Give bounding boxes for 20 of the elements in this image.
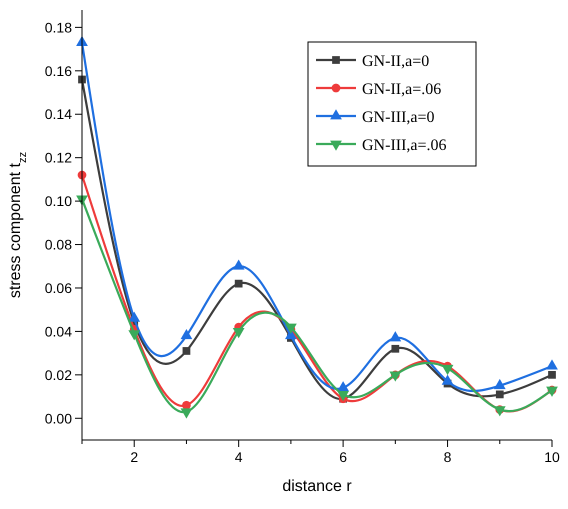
y-tick-label: 0.16 [44,62,72,79]
y-tick-label: 0.08 [44,236,72,253]
y-tick-label: 0.18 [44,19,72,36]
legend-label: GN-II,a=.06 [362,81,442,98]
legend-label: GN-III,a=0 [362,109,435,126]
y-tick-label: 0.14 [44,106,72,122]
x-axis-title: distance r [282,478,352,495]
legend-label: GN-III,a=.06 [362,137,447,154]
x-tick-label: 6 [339,449,348,465]
x-tick-label: 4 [234,449,243,465]
y-tick-label: 0.12 [44,150,72,166]
y-tick-label: 0.02 [44,366,72,383]
x-tick-label: 10 [544,449,560,465]
x-tick-label: 2 [130,449,138,465]
y-tick-label: 0.00 [44,410,72,426]
x-tick-label: 8 [444,449,452,465]
legend-label: GN-II,a=0 [362,53,430,70]
y-tick-label: 0.04 [44,323,72,340]
y-tick-label: 0.10 [44,193,72,210]
y-tick-label: 0.06 [44,280,72,296]
